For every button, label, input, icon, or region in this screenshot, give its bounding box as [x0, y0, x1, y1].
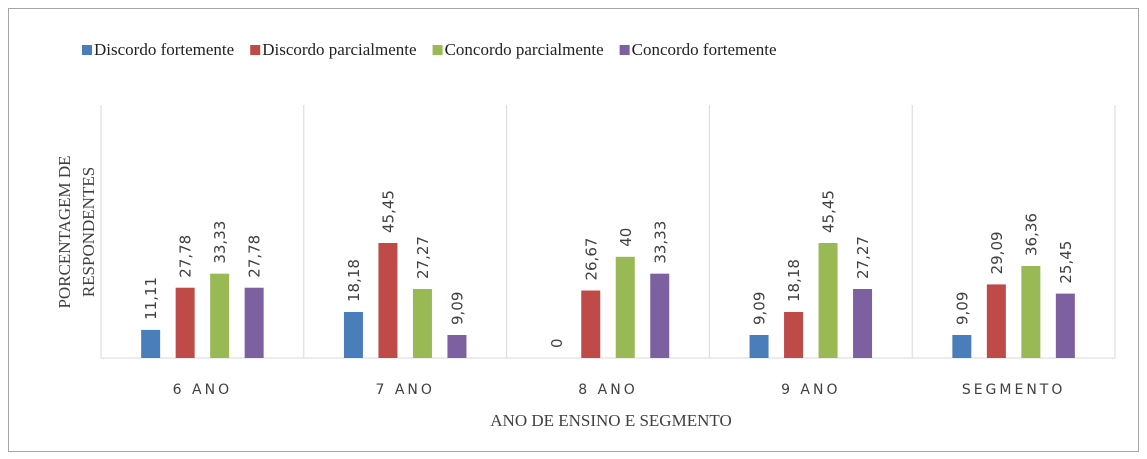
value-label: 27,27: [414, 236, 432, 279]
value-label: 36,36: [1022, 213, 1040, 256]
legend-swatch: [250, 45, 261, 55]
bar: [818, 243, 838, 358]
value-label: 11,11: [142, 277, 160, 320]
bar: [343, 312, 363, 358]
legend-swatch: [432, 45, 443, 55]
value-label: 27,27: [854, 236, 872, 279]
value-label: 33,33: [651, 221, 669, 264]
value-label: 18,18: [345, 259, 363, 302]
bar: [141, 329, 161, 358]
legend-label: Concordo fortemente: [632, 40, 777, 59]
y-axis-label: RESPONDENTES: [79, 167, 98, 297]
x-tick-label: 7 ANO: [375, 382, 434, 398]
value-label: 40: [617, 228, 635, 247]
bar: [447, 335, 467, 358]
bar: [412, 289, 432, 358]
bar: [244, 287, 264, 358]
legend-label: Discordo parcialmente: [262, 40, 416, 59]
value-label: 45,45: [820, 190, 838, 233]
value-label: 27,78: [177, 235, 195, 278]
chart-frame: [8, 8, 1139, 452]
value-label: 0: [548, 338, 566, 348]
value-label: 18,18: [785, 259, 803, 302]
bar: [615, 256, 635, 358]
value-label: 9,09: [448, 292, 466, 325]
value-label: 45,45: [379, 190, 397, 233]
bar: [1021, 266, 1041, 358]
bar: [1055, 293, 1075, 358]
bar: [952, 335, 972, 358]
bar: [784, 312, 804, 358]
legend-swatch: [619, 45, 630, 55]
bar: [986, 284, 1006, 358]
bar: [175, 287, 195, 358]
x-axis-label: ANO DE ENSINO E SEGMENTO: [490, 411, 731, 430]
value-label: 25,45: [1057, 241, 1075, 284]
bar: [378, 243, 398, 358]
legend-label: Concordo parcialmente: [445, 40, 604, 59]
y-axis-label: PORCENTAGEM DE: [55, 155, 74, 308]
x-tick-label: 8 ANO: [578, 382, 637, 398]
legend-swatch: [82, 45, 92, 55]
x-tick-label: SEGMENTO: [962, 382, 1066, 398]
bar: [749, 335, 769, 358]
bar: [581, 290, 601, 358]
value-label: 33,33: [211, 221, 229, 264]
x-tick-label: 6 ANO: [173, 382, 232, 398]
value-label: 9,09: [953, 292, 971, 325]
value-label: 29,09: [988, 231, 1006, 274]
legend-label: Discordo fortemente: [94, 40, 234, 59]
x-tick-label: 9 ANO: [781, 382, 840, 398]
bar: [853, 289, 873, 358]
value-label: 27,78: [246, 235, 264, 278]
value-label: 26,67: [582, 238, 600, 281]
bar: [210, 273, 230, 358]
bar: [650, 273, 670, 358]
value-label: 9,09: [751, 292, 769, 325]
